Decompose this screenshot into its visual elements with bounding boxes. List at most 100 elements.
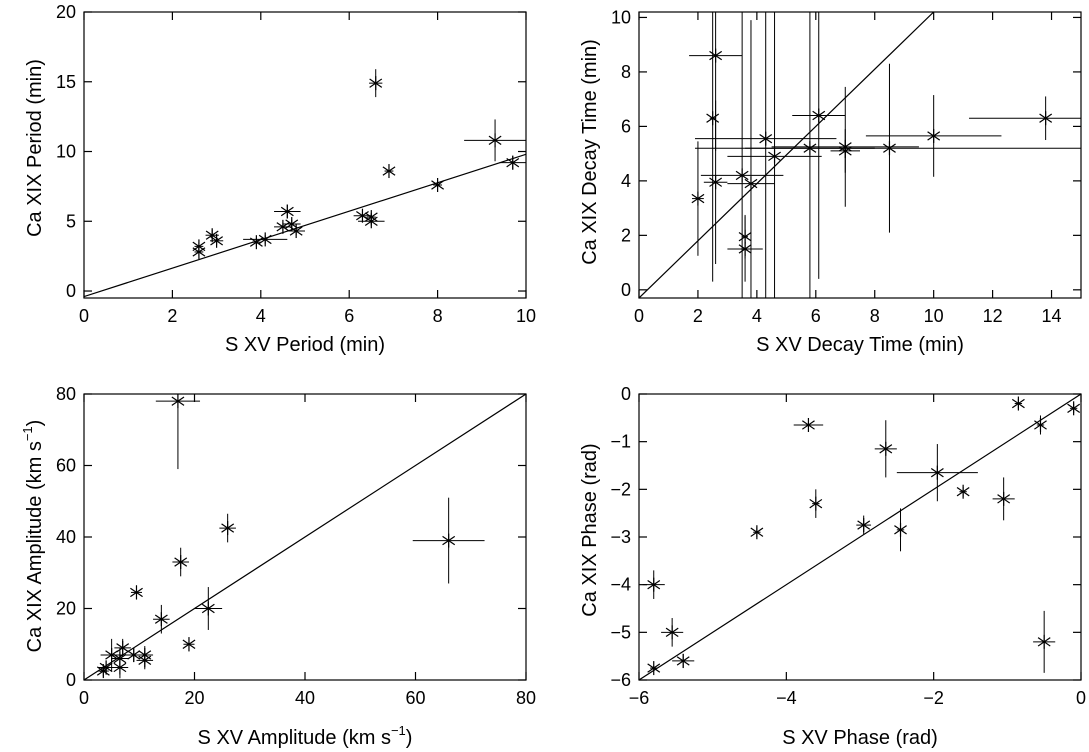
amplitude-xtick-label: 60	[405, 688, 425, 708]
phase-marker-stroke	[956, 487, 970, 497]
period-data-layer	[84, 69, 526, 298]
decay-marker-stroke	[709, 50, 723, 61]
period-xtick-label: 8	[433, 306, 443, 326]
decay-marker-stroke	[759, 133, 773, 144]
decay-marker-stroke	[738, 244, 752, 254]
phase-marker-stroke	[1067, 403, 1081, 413]
period-data-point	[274, 204, 301, 219]
phase-marker-stroke	[894, 525, 907, 535]
ylabel-sup: −1	[20, 426, 35, 441]
amplitude-ytick-label: 60	[56, 456, 76, 476]
period-data-point	[205, 228, 219, 243]
amplitude-marker-stroke	[182, 639, 196, 649]
amplitude-data-point	[130, 585, 143, 600]
phase-xtick-label: −2	[923, 688, 944, 708]
phase-data-point	[1011, 396, 1025, 411]
phase-data-point	[874, 420, 897, 478]
period-ytick-label: 15	[56, 72, 76, 92]
phase-data-point	[750, 525, 764, 540]
decay-xtick-label: 0	[634, 306, 644, 326]
period-marker-stroke	[431, 180, 445, 190]
decay-marker-stroke	[768, 151, 781, 162]
amplitude-marker-stroke	[221, 523, 235, 533]
period-marker-stroke	[205, 230, 219, 240]
decay-marker-stroke	[706, 113, 720, 123]
xlabel-sup: −1	[391, 723, 406, 738]
amplitude-data-point	[412, 497, 485, 584]
phase-data-point	[992, 477, 1015, 521]
phase-data-layer	[639, 394, 1081, 680]
phase-marker-stroke	[647, 579, 661, 590]
decay-xtick-label: 12	[983, 306, 1003, 326]
amplitude-xtick-label: 80	[516, 688, 536, 708]
phase-ytick-label: −6	[610, 670, 631, 690]
period-plot-frame	[83, 11, 527, 299]
phase-data-point	[647, 661, 661, 676]
period-marker-stroke	[289, 226, 303, 236]
decay-ytick-label: 4	[621, 171, 631, 191]
amplitude-ytick-label: 80	[56, 384, 76, 404]
amplitude-data-point	[219, 513, 236, 543]
period-marker-stroke	[506, 157, 520, 168]
period-ytick-label: 0	[66, 281, 76, 301]
decay-data-point	[727, 216, 763, 282]
amplitude-fit-line	[84, 394, 526, 680]
decay-marker-stroke	[812, 110, 826, 121]
period-ytick-label: 5	[66, 211, 76, 231]
decay-data-point	[865, 95, 1002, 177]
amplitude-ytick-label: 20	[56, 599, 76, 619]
amplitude-data-point	[153, 604, 170, 634]
amplitude-data-point	[136, 646, 154, 664]
phase-ytick-label: −3	[610, 527, 631, 547]
period-xtick-label: 10	[516, 306, 536, 326]
decay-data-point	[969, 96, 1081, 141]
phase-ytick-label: 0	[621, 384, 631, 404]
decay-xtick-label: 10	[924, 306, 944, 326]
panel-period-ylabel: Ca XIX Period (min)	[24, 59, 46, 237]
period-data-point	[464, 119, 526, 162]
amplitude-ytick-label: 0	[66, 670, 76, 690]
period-data-point	[243, 232, 288, 247]
panel-amplitude-ylabel: Ca XIX Amplitude (km s−1)	[20, 420, 46, 653]
phase-marker-stroke	[857, 520, 871, 530]
period-data-point	[382, 164, 396, 179]
period-marker-stroke	[280, 206, 294, 217]
period-xtick-label: 2	[167, 306, 177, 326]
period-xtick-label: 0	[79, 306, 89, 326]
phase-marker-stroke	[879, 444, 893, 454]
decay-data-layer	[639, 12, 1081, 298]
phase-data-point	[894, 508, 907, 552]
decay-fit-line	[639, 12, 935, 298]
phase-xtick-label: 0	[1076, 688, 1086, 708]
decay-data-point	[727, 12, 822, 298]
phase-data-point	[793, 417, 824, 432]
panel-phase: S XV Phase (rad) Ca XIX Phase (rad) −6 −4…	[579, 384, 1086, 749]
decay-xtick-label: 2	[693, 306, 703, 326]
decay-data-point	[694, 63, 1081, 233]
decay-data-point	[792, 12, 846, 279]
amplitude-data-point	[114, 638, 131, 657]
amplitude-xtick-label: 20	[184, 688, 204, 708]
phase-marker-stroke	[750, 527, 764, 537]
phase-ytick-label: −2	[610, 479, 631, 499]
period-data-point	[499, 155, 526, 170]
panel-decay-ylabel: Ca XIX Decay Time (min)	[579, 39, 601, 265]
decay-data-point	[830, 129, 860, 173]
decay-ytick-label: 2	[621, 225, 631, 245]
panel-period-xlabel: S XV Period (min)	[225, 334, 385, 356]
panel-period: S XV Period (min) Ca XIX Period (min) 0 2…	[24, 2, 536, 356]
period-data-point	[192, 239, 206, 254]
decay-ytick-label: 8	[621, 62, 631, 82]
decay-data-point	[706, 12, 720, 282]
phase-marker-stroke	[1037, 637, 1051, 647]
amplitude-marker-stroke	[138, 650, 152, 660]
phase-data-point	[896, 444, 978, 502]
amplitude-marker-stroke	[105, 650, 119, 660]
ylabel-close: )	[24, 420, 46, 427]
period-marker-stroke	[369, 78, 383, 88]
phase-data-point	[856, 515, 872, 535]
period-data-point	[287, 224, 305, 239]
period-data-point	[209, 233, 224, 248]
amplitude-xtick-label: 40	[295, 688, 315, 708]
xlabel-close: )	[406, 727, 413, 749]
